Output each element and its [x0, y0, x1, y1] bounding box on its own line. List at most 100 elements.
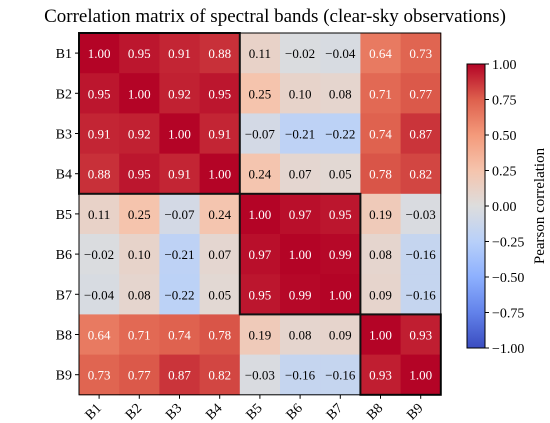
heatmap-cell: [400, 234, 442, 275]
cell-value-label: −0.07: [164, 207, 195, 222]
cell-value-label: 0.64: [88, 328, 111, 343]
cell-value-label: −0.22: [164, 287, 194, 302]
cell-value-label: −0.21: [285, 127, 315, 142]
cell-value-label: 0.25: [128, 207, 151, 222]
cell-value-label: 0.71: [369, 86, 392, 101]
heatmap-cell: [280, 274, 321, 315]
heatmap-cell: [119, 274, 160, 315]
heatmap-cell: [400, 153, 442, 195]
heatmap-cell: [119, 314, 160, 355]
cell-value-label: −0.03: [406, 207, 436, 222]
cell-value-label: −0.22: [325, 127, 355, 142]
colorbar-tick-label: −0.75: [492, 307, 524, 322]
cell-value-label: 1.00: [329, 287, 352, 302]
heatmap-cell: [280, 33, 321, 74]
column-tick-labels: B1 B2 B3 B4 B5 B6 B7 B8 B9: [83, 394, 427, 423]
cell-value-label: 0.95: [88, 86, 111, 101]
row-tick-label: B1: [56, 47, 72, 62]
cell-value-label: 0.07: [208, 247, 231, 262]
cell-value-label: 0.10: [289, 86, 312, 101]
cell-value-label: 1.00: [128, 86, 151, 101]
heatmap-cell: [239, 153, 281, 195]
cell-value-label: 0.82: [409, 167, 432, 182]
cell-value-label: −0.02: [285, 46, 315, 61]
column-tick-label: B5: [244, 401, 266, 423]
cell-value-label: −0.16: [325, 368, 356, 383]
heatmap-cell: [199, 354, 241, 396]
cell-value-label: 0.88: [88, 167, 111, 182]
cell-value-label: 0.08: [329, 86, 352, 101]
heatmap-cell: [280, 193, 321, 235]
row-tick-label: B5: [56, 208, 72, 223]
cell-value-label: 0.92: [128, 127, 151, 142]
cell-value-label: −0.16: [406, 247, 437, 262]
cell-value-label: 0.09: [369, 287, 392, 302]
column-tick-label: B3: [163, 401, 185, 423]
heatmap-cell: [239, 33, 281, 74]
cell-value-label: 0.11: [249, 46, 271, 61]
cell-value-label: 0.24: [208, 207, 231, 222]
chart-title: Correlation matrix of spectral bands (cl…: [44, 6, 506, 27]
heatmap-cell: [199, 153, 241, 195]
cell-value-label: 0.05: [329, 167, 352, 182]
heatmap-cell: [320, 113, 361, 154]
heatmap-cell: [239, 354, 281, 396]
colorbar-gradient: [466, 63, 486, 349]
cell-value-label: −0.07: [245, 127, 276, 142]
cell-value-label: 0.93: [409, 328, 432, 343]
cell-value-label: 0.91: [88, 127, 111, 142]
heatmap-cell: [400, 33, 442, 74]
cell-value-label: 0.07: [289, 167, 312, 182]
heatmap-cell: [199, 234, 241, 275]
heatmap-cell: [280, 354, 321, 396]
heatmap-cell: [320, 234, 361, 275]
heatmap-cell: [400, 354, 442, 396]
cell-value-label: 0.08: [369, 247, 392, 262]
cell-value-label: 0.05: [208, 287, 231, 302]
heatmap-cell: [400, 113, 442, 154]
heatmap-cell: [280, 73, 321, 114]
colorbar-tick-label: −0.25: [492, 236, 524, 251]
heatmap-cell: [360, 354, 401, 396]
row-tick-label: B4: [56, 168, 72, 183]
heatmap-cell: [280, 314, 321, 355]
cell-value-label: 0.77: [409, 86, 432, 101]
cell-value-label: 0.97: [289, 207, 312, 222]
cell-value-label: 0.93: [369, 368, 392, 383]
heatmap-cell: [360, 234, 401, 275]
cell-value-label: 0.73: [409, 46, 432, 61]
cell-value-label: 0.08: [128, 287, 151, 302]
colorbar: 1.00 0.75 0.50 0.25 0.00 −0.25 −0.50 −0.75 −1.00…: [466, 58, 548, 357]
heatmap-cell: [159, 274, 200, 315]
colorbar-label: Pearson correlation: [532, 147, 548, 264]
heatmap-cell-labels: 1.00 0.95 0.91 0.88 0.11 −0.02 −0.04 0.64 0.73 0.…: [84, 46, 436, 383]
heatmap-cell: [360, 314, 401, 355]
cell-value-label: 0.74: [168, 328, 191, 343]
cell-value-label: 0.97: [249, 247, 272, 262]
cell-value-label: −0.04: [325, 46, 356, 61]
heatmap-cell: [119, 354, 160, 396]
cell-value-label: 0.74: [369, 127, 392, 142]
heatmap-cell: [79, 113, 120, 154]
heatmap-cell: [400, 193, 442, 235]
column-tick-label: B1: [83, 401, 105, 423]
row-tick-labels: B1 B2 B3 B4 B5 B6 B7 B8 B9: [56, 47, 79, 384]
cell-value-label: 1.00: [409, 368, 432, 383]
row-tick-label: B2: [56, 87, 72, 102]
heatmap-cell: [400, 274, 442, 315]
colorbar-tick-label: 1.00: [492, 58, 517, 73]
heatmap-cell: [119, 113, 160, 154]
heatmap-cell: [119, 33, 160, 74]
cell-value-label: −0.21: [164, 247, 194, 262]
cell-value-label: −0.16: [285, 368, 316, 383]
cell-value-label: 0.82: [208, 368, 231, 383]
heatmap-cell: [400, 73, 442, 114]
heatmap-cell: [159, 354, 200, 396]
cell-value-label: 0.77: [128, 368, 151, 383]
heatmap-cell: [320, 193, 361, 235]
cell-value-label: 1.00: [289, 247, 312, 262]
cell-value-label: 0.99: [329, 247, 352, 262]
heatmap-cell: [320, 153, 361, 195]
cell-value-label: 1.00: [208, 167, 231, 182]
